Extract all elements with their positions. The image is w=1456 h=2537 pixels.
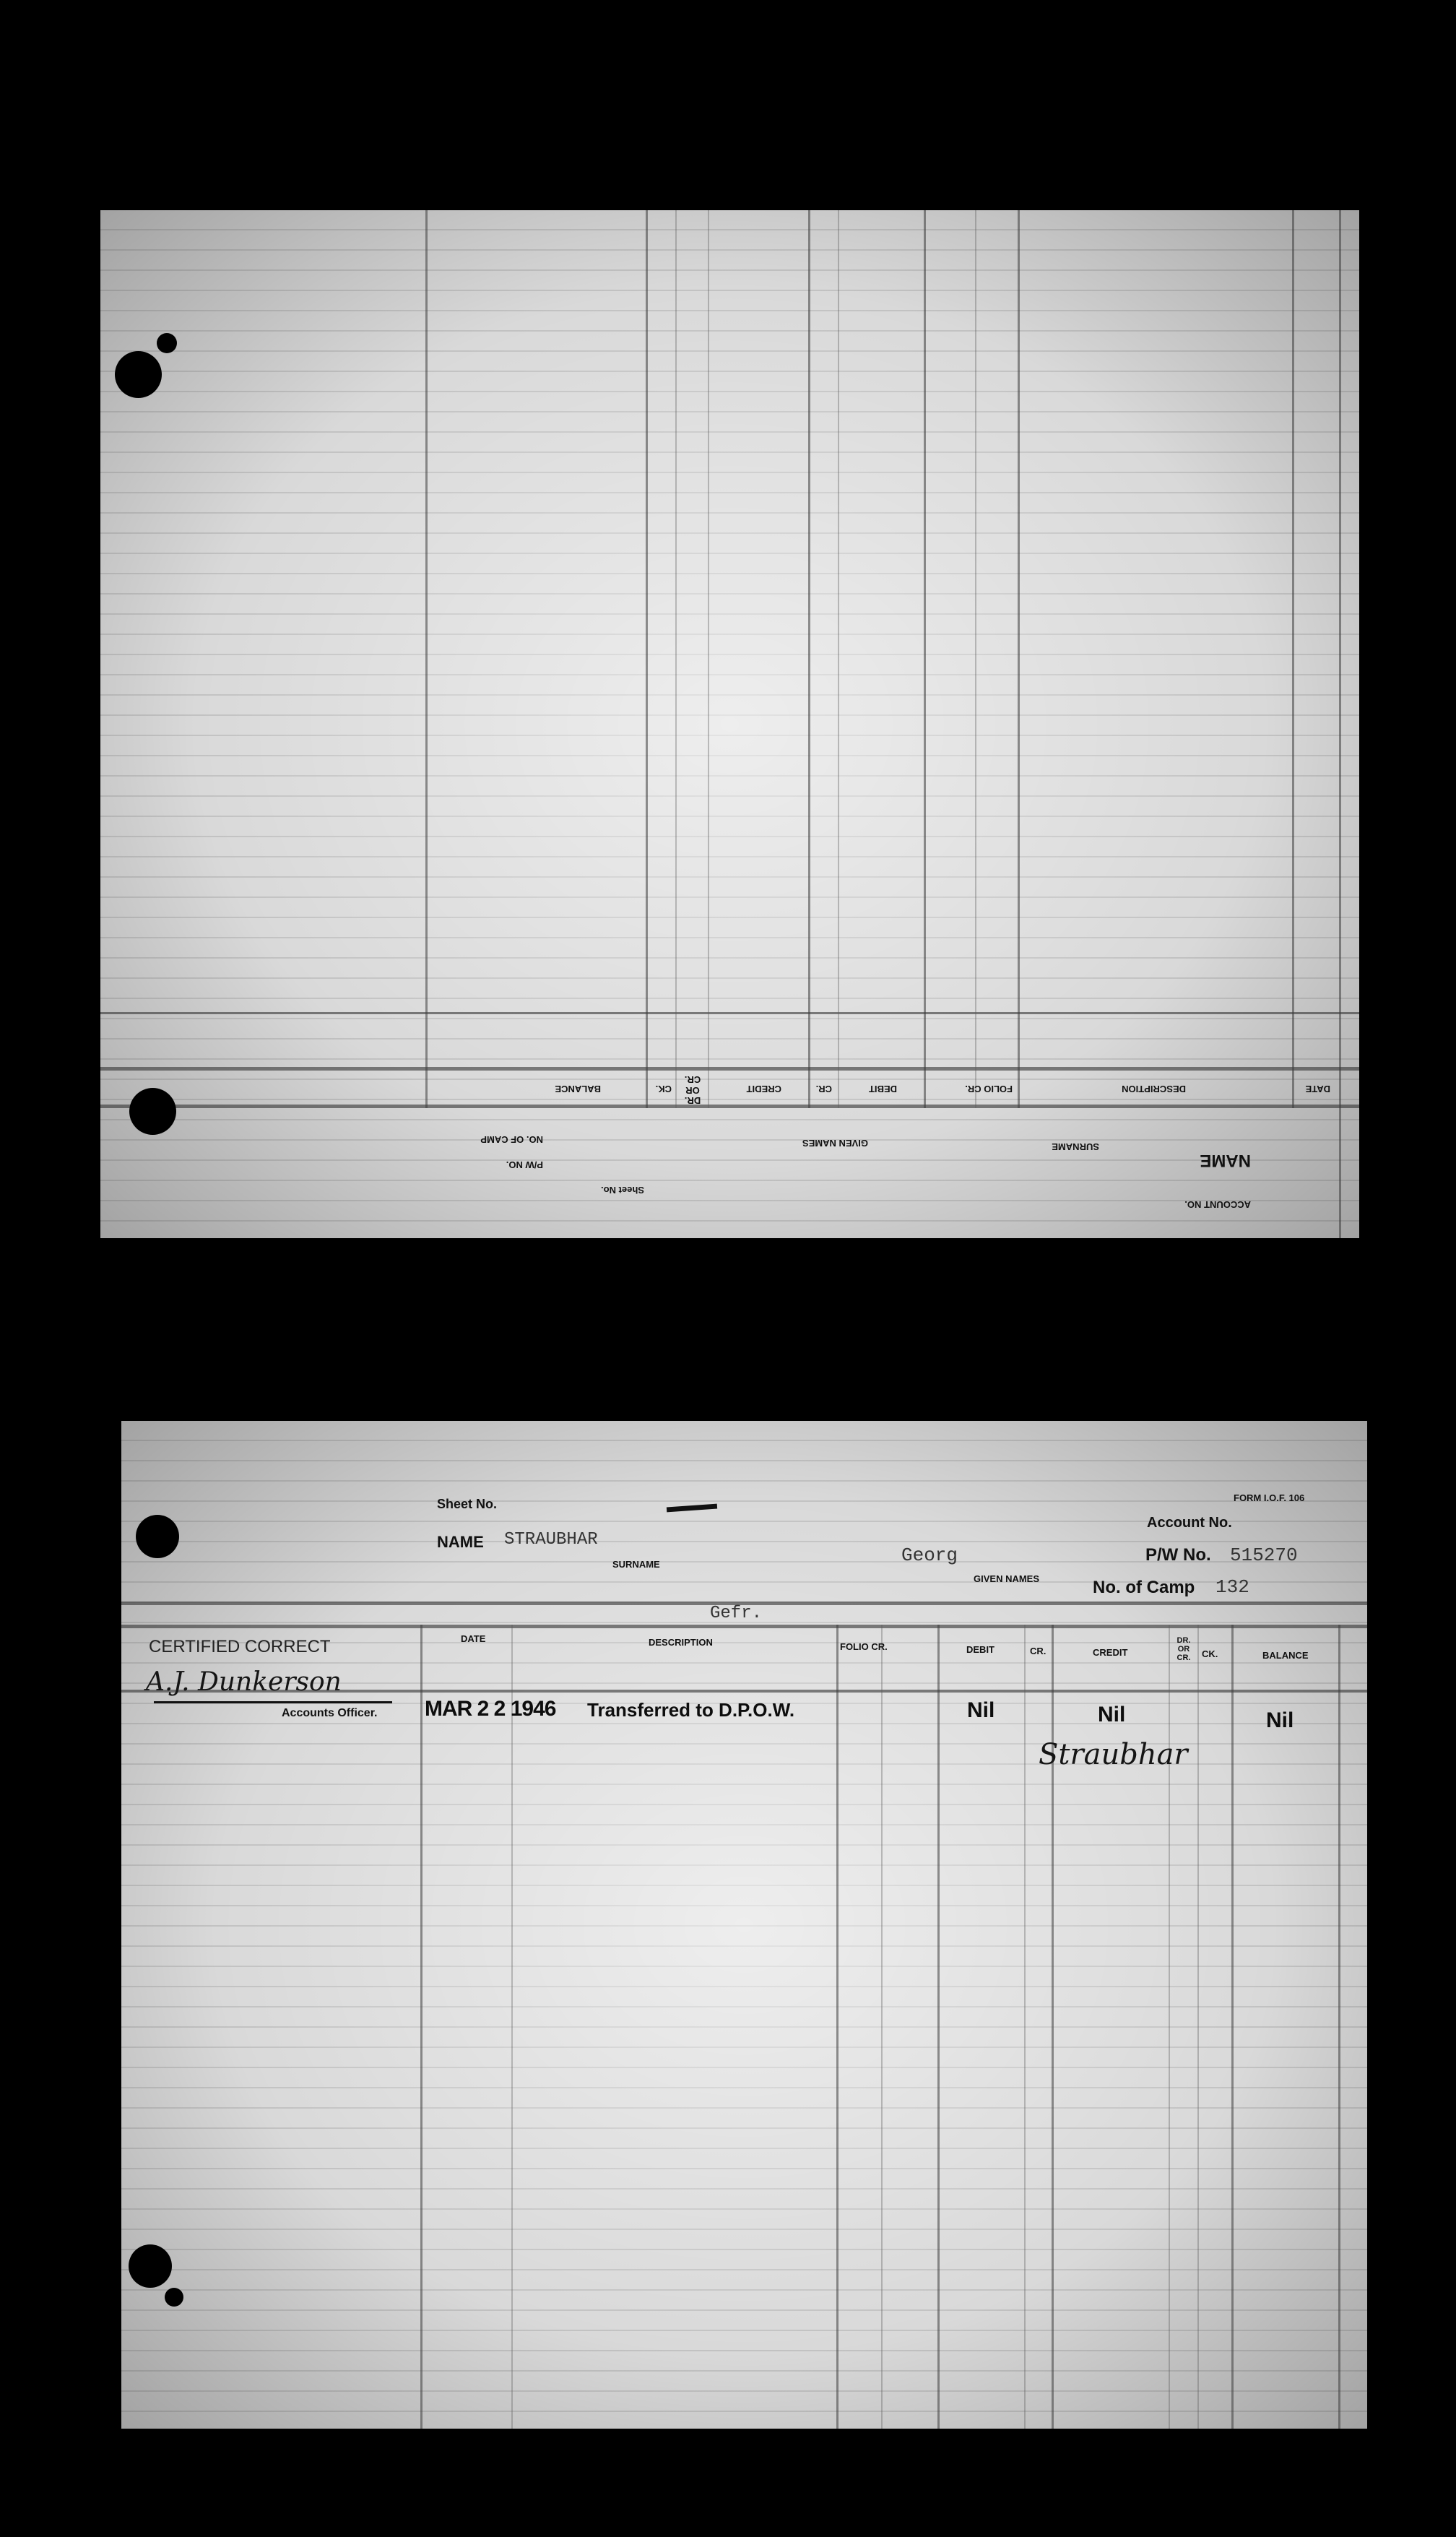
form-id: FORM I.O.F. 106 — [1234, 1492, 1305, 1503]
column-line — [808, 210, 810, 1108]
pw-no-label: P/W No. — [1145, 1545, 1211, 1565]
account-no-label: ACCOUNT NO. — [1184, 1199, 1251, 1210]
column-line — [511, 1625, 513, 2429]
divider — [121, 1690, 1367, 1693]
column-line — [1231, 1625, 1234, 2429]
column-line — [425, 210, 428, 1108]
row-signature: Straubhar — [1039, 1738, 1188, 1771]
column-line — [836, 1625, 838, 2429]
row-balance: Nil — [1266, 1708, 1294, 1732]
column-header-folio: FOLIO CR. — [965, 1084, 1013, 1094]
column-header-ck: CK. — [655, 1084, 672, 1094]
column-header-dr-or-cr: DR. OR CR. — [684, 1074, 701, 1106]
punch-hole — [129, 1088, 176, 1135]
top-ledger-card: ACCOUNT NO. NAME SURNAME GIVEN NAMES She… — [100, 210, 1359, 1238]
column-header-balance: BALANCE — [1262, 1650, 1309, 1661]
column-header-cr: CR. — [815, 1084, 832, 1094]
column-header-balance: BALANCE — [555, 1084, 601, 1094]
column-line — [838, 210, 839, 1108]
accounts-officer-label: Accounts Officer. — [282, 1707, 378, 1719]
given-names-label: GIVEN NAMES — [802, 1138, 868, 1149]
column-header-date: DATE — [461, 1633, 486, 1644]
sheet-no-label: Sheet No. — [601, 1185, 644, 1196]
signature-line — [154, 1701, 392, 1703]
column-line — [937, 1625, 940, 2429]
column-line — [1292, 210, 1294, 1108]
dash-mark — [666, 1503, 718, 1513]
column-line — [881, 1625, 883, 2429]
surname-label: SURNAME — [612, 1559, 660, 1570]
column-line — [646, 210, 648, 1108]
divider — [121, 1602, 1367, 1605]
bottom-ledger-card: FORM I.O.F. 106 Sheet No. Account No. NA… — [121, 1421, 1367, 2429]
punch-hole — [136, 1515, 179, 1558]
divider — [100, 1012, 1359, 1014]
punch-hole — [157, 333, 177, 353]
column-line — [708, 210, 709, 1108]
row-description: Transferred to D.P.O.W. — [587, 1699, 795, 1721]
pw-no-value: 515270 — [1230, 1544, 1298, 1566]
column-line — [1339, 210, 1341, 1238]
officer-signature: A.J. Dunkerson — [146, 1667, 342, 1697]
divider — [100, 1105, 1359, 1108]
sheet-no-label: Sheet No. — [437, 1497, 498, 1511]
column-line — [675, 210, 677, 1108]
account-no-label: Account No. — [1147, 1515, 1232, 1531]
column-line — [975, 210, 976, 1108]
column-line — [1197, 1625, 1199, 2429]
divider — [121, 1625, 1367, 1628]
divider — [100, 1067, 1359, 1071]
column-line — [1024, 1625, 1026, 2429]
column-header-debit: DEBIT — [966, 1644, 994, 1655]
column-header-debit: DEBIT — [869, 1084, 897, 1094]
column-line — [1338, 1625, 1340, 2429]
certified-correct-label: CERTIFIED CORRECT — [149, 1637, 331, 1656]
row-date: MAR 2 2 1946 — [425, 1697, 556, 1721]
camp-label: NO. OF CAMP — [480, 1134, 543, 1145]
name-label: NAME — [437, 1533, 484, 1551]
column-header-credit: CREDIT — [746, 1084, 781, 1094]
row-credit: Nil — [1098, 1703, 1126, 1726]
column-header-credit: CREDIT — [1093, 1647, 1128, 1658]
rank-value: Gefr. — [710, 1604, 763, 1623]
surname-label: SURNAME — [1052, 1141, 1099, 1152]
camp-value: 132 — [1216, 1576, 1249, 1598]
camp-label: No. of Camp — [1093, 1578, 1195, 1597]
given-names-label: GIVEN NAMES — [974, 1573, 1040, 1584]
column-line — [1018, 210, 1020, 1108]
punch-hole — [165, 2288, 183, 2307]
column-header-date: DATE — [1305, 1084, 1330, 1094]
column-line — [1169, 1625, 1170, 2429]
top-card-rotated-content: ACCOUNT NO. NAME SURNAME GIVEN NAMES She… — [100, 210, 1359, 1238]
column-line — [1052, 1625, 1054, 2429]
pw-no-label: P/W NO. — [506, 1159, 543, 1170]
given-names-value: Georg — [901, 1544, 958, 1566]
column-header-ck: CK. — [1202, 1648, 1218, 1659]
column-header-folio: FOLIO CR. — [840, 1641, 888, 1652]
punch-hole — [129, 2244, 172, 2288]
punch-hole — [115, 351, 162, 398]
row-debit: Nil — [967, 1698, 995, 1722]
column-header-description: DESCRIPTION — [649, 1637, 713, 1648]
name-label: NAME — [1200, 1151, 1251, 1170]
column-line — [924, 210, 926, 1108]
column-header-dr-or-cr: DR. OR CR. — [1176, 1636, 1191, 1663]
column-line — [420, 1625, 422, 2429]
surname-value: STRAUBHAR — [504, 1530, 598, 1550]
column-header-description: DESCRIPTION — [1122, 1084, 1186, 1094]
column-header-cr: CR. — [1030, 1646, 1046, 1656]
